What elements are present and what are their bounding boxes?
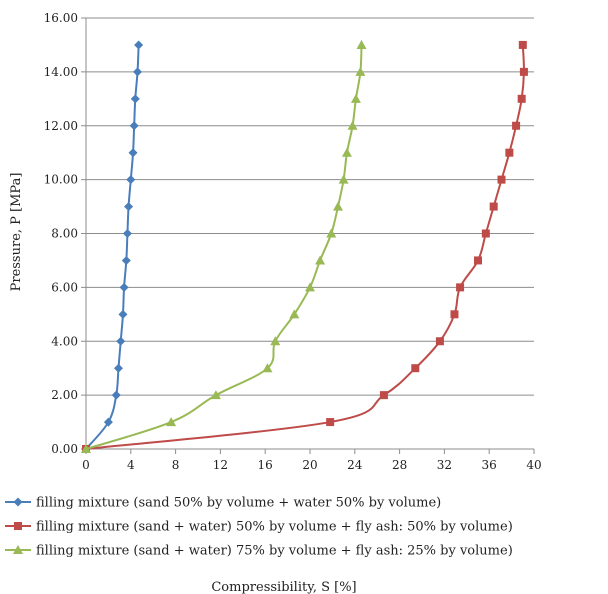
x-tick-label: 4	[127, 458, 135, 472]
gridlines	[86, 17, 534, 396]
data-point	[124, 202, 134, 212]
data-point	[326, 228, 337, 238]
legend-entry: filling mixture (sand 50% by volume + wa…	[5, 496, 441, 511]
legend-entry: filling mixture (sand + water) 75% by vo…	[5, 544, 513, 559]
data-point	[262, 363, 273, 373]
series-line	[85, 44, 363, 450]
data-point	[456, 283, 465, 292]
data-point	[289, 309, 300, 319]
data-point	[481, 229, 490, 238]
tick-labels: 0.00 2.00 4.00 6.00 8.00 10.00 12.00 14.00 16.00…	[44, 11, 542, 472]
legend: filling mixture (sand 50% by volume + wa…	[5, 496, 513, 559]
x-axis-title: Compressibility, S [%]	[211, 580, 356, 594]
data-point	[111, 390, 121, 400]
data-point	[122, 229, 132, 238]
y-axis-title: Pressure, P [MPa]	[9, 173, 24, 292]
data-point	[497, 175, 506, 184]
legend-entry: filling mixture (sand + water) 50% by vo…	[5, 520, 513, 535]
data-point	[379, 391, 388, 400]
y-tick-label: 10.00	[44, 173, 78, 187]
fly-ash-25-series	[81, 39, 367, 453]
data-point	[333, 201, 343, 211]
data-point	[474, 256, 482, 265]
data-point	[489, 202, 498, 211]
x-tick-label: 36	[482, 458, 497, 472]
data-point	[116, 336, 126, 346]
data-point	[119, 282, 129, 292]
y-tick-label: 4.00	[51, 334, 78, 348]
y-tick-label: 12.00	[44, 119, 78, 133]
x-tick-label: 28	[392, 458, 407, 472]
sand-water-series	[81, 40, 144, 454]
data-point	[338, 174, 349, 184]
x-tick-label: 12	[213, 458, 228, 472]
data-point	[341, 147, 352, 157]
legend-marker	[13, 497, 23, 507]
data-point	[270, 336, 281, 346]
x-tick-label: 0	[82, 458, 90, 472]
data-point	[411, 364, 420, 373]
data-point	[315, 255, 326, 265]
legend-marker	[13, 545, 23, 554]
fly-ash-50-series	[82, 40, 528, 453]
data-point	[133, 67, 143, 77]
data-point	[435, 337, 444, 346]
data-point	[126, 175, 136, 185]
y-tick-label: 16.00	[44, 11, 78, 25]
data-point	[118, 309, 128, 319]
legend-label: filling mixture (sand + water) 75% by vo…	[36, 544, 513, 559]
y-tick-label: 2.00	[51, 388, 78, 402]
data-point	[519, 67, 528, 76]
data-point	[347, 120, 358, 130]
data-point	[305, 282, 315, 292]
x-tick-label: 24	[347, 458, 363, 472]
legend-label: filling mixture (sand + water) 50% by vo…	[36, 520, 513, 535]
x-tick-label: 40	[526, 458, 541, 472]
data-point	[134, 40, 144, 50]
data-point	[166, 417, 177, 427]
x-tick-label: 32	[437, 458, 452, 472]
legend-label: filling mixture (sand 50% by volume + wa…	[36, 496, 441, 511]
y-tick-label: 8.00	[51, 227, 78, 241]
axes	[81, 17, 535, 454]
y-tick-label: 6.00	[51, 280, 78, 294]
series-line	[85, 44, 140, 450]
data-point	[355, 66, 366, 76]
data-point	[512, 121, 521, 130]
legend-marker	[14, 522, 22, 530]
y-tick-label: 0.00	[51, 442, 78, 456]
data-point	[450, 310, 459, 319]
data-point	[356, 39, 367, 49]
y-tick-label: 14.00	[44, 65, 78, 79]
data-point	[81, 444, 91, 453]
data-point	[210, 390, 221, 400]
series-line	[85, 44, 525, 450]
x-tick-label: 8	[172, 458, 180, 472]
data-point	[326, 418, 335, 427]
data-point	[517, 94, 526, 103]
data-point	[130, 94, 140, 104]
data-point	[129, 121, 139, 131]
data-point	[113, 363, 123, 373]
data-point	[505, 148, 514, 157]
data-point	[121, 255, 131, 265]
data-point	[103, 417, 113, 427]
x-tick-label: 20	[302, 458, 317, 472]
data-point	[350, 93, 361, 103]
plot-series	[81, 39, 528, 454]
data-point	[128, 148, 138, 158]
x-tick-label: 16	[258, 458, 273, 472]
data-point	[518, 40, 527, 49]
